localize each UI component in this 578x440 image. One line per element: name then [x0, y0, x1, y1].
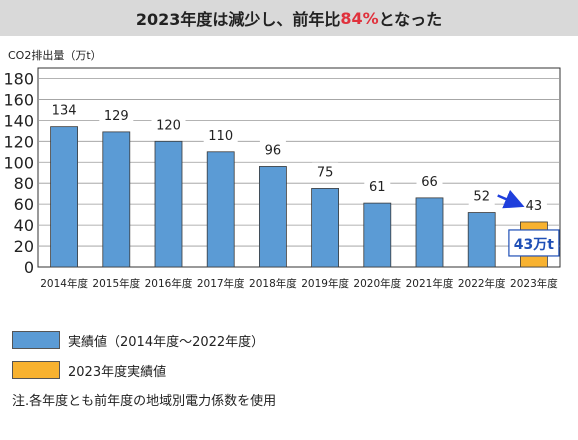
x-tick-label: 2020年度 — [353, 277, 401, 290]
title-highlight: 84% — [340, 8, 379, 28]
legend-label-latest: 2023年度実績値 — [68, 364, 167, 380]
annotation: 43万t — [497, 189, 560, 257]
data-label-box — [312, 162, 339, 181]
x-tick-label: 2021年度 — [406, 277, 454, 290]
data-label: 96 — [265, 143, 282, 158]
y-tick-label: 80 — [14, 174, 34, 193]
x-tick-label: 2022年度 — [458, 277, 506, 290]
legend-label-actual: 実績値（2014年度～2022年度） — [68, 334, 265, 350]
x-tick-label: 2019年度 — [301, 277, 349, 290]
x-tick-label: 2023年度 — [510, 277, 558, 290]
data-label-box — [468, 186, 495, 205]
y-tick-label: 160 — [3, 90, 34, 109]
title-suffix: となった — [378, 10, 443, 29]
callout-text: 43万t — [514, 237, 554, 253]
bar-2019年度 — [311, 188, 340, 268]
x-tick-label: 2016年度 — [145, 277, 193, 290]
x-tick-label: 2014年度 — [40, 277, 88, 290]
data-label-box — [151, 115, 186, 134]
y-tick-label: 60 — [14, 195, 34, 214]
y-tick-label: 0 — [24, 258, 34, 277]
data-label-box — [416, 171, 443, 190]
y-tick-label: 120 — [3, 132, 34, 151]
y-tick-label: 140 — [3, 111, 34, 130]
data-label: 52 — [473, 190, 490, 205]
data-label: 61 — [369, 180, 386, 195]
bar-2015年度 — [102, 131, 131, 268]
legend-item-latest: 2023年度実績値 — [12, 360, 166, 380]
data-label: 129 — [104, 109, 129, 124]
bar-2016年度 — [154, 140, 183, 268]
x-tick-label: 2017年度 — [197, 277, 245, 290]
arrow-annotation — [497, 189, 525, 209]
y-tick-label: 180 — [3, 69, 34, 88]
callout-box — [508, 229, 560, 257]
y-tick-label: 20 — [14, 237, 34, 256]
data-label: 134 — [52, 104, 77, 119]
footnote: 注.各年度とも前年度の地域別電力係数を使用 — [12, 394, 277, 409]
bar-2014年度 — [50, 126, 78, 268]
data-label: 66 — [421, 175, 438, 190]
data-label-box — [203, 125, 238, 144]
data-label-box — [364, 177, 391, 196]
x-tick-label: 2015年度 — [92, 277, 140, 290]
bar-2017年度 — [206, 151, 235, 268]
data-label-box — [99, 105, 134, 124]
legend-swatch-latest — [12, 361, 60, 379]
data-label-box — [259, 140, 286, 159]
data-labels: 134 129 120 110 96 75 61 66 52 43 — [47, 100, 547, 214]
bars — [50, 126, 548, 268]
data-label: 110 — [208, 129, 233, 144]
data-label: 120 — [156, 118, 181, 133]
axis-ticks: 0 20 40 60 80 100 120 140 160 180 2014年度 2015年度 2016… — [3, 69, 558, 290]
y-tick-label: 40 — [14, 216, 34, 235]
bar-2020年度 — [363, 202, 392, 268]
bar-2021年度 — [415, 197, 444, 268]
y-axis-label: CO2排出量（万t） — [8, 49, 102, 62]
title-prefix: 2023年度は減少し、前年比 — [135, 10, 341, 29]
chart-title: 2023年度は減少し、前年比 84% となった — [0, 0, 578, 36]
data-label-box — [47, 100, 82, 119]
y-tick-label: 100 — [3, 153, 34, 172]
data-label-box — [520, 195, 547, 214]
data-label: 75 — [317, 165, 334, 180]
legend-swatch-actual — [12, 331, 60, 349]
bar-2018年度 — [258, 166, 287, 268]
bar-2022年度 — [467, 212, 496, 268]
legend-item-actual: 実績値（2014年度～2022年度） — [12, 330, 264, 350]
x-tick-label: 2018年度 — [249, 277, 297, 290]
data-label: 43 — [526, 199, 543, 214]
